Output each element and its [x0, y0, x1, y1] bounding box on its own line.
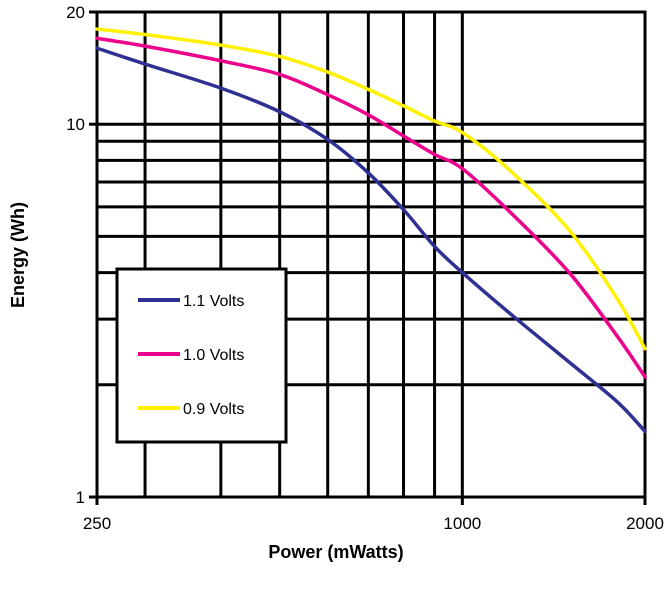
series-line-3	[95, 27, 647, 351]
x-tick-label: 1000	[443, 514, 481, 533]
legend-label-2: 1.0 Volts	[183, 347, 244, 364]
x-tick-label: 250	[83, 514, 111, 533]
series-line-1	[95, 46, 647, 434]
x-tick-label: 2000	[626, 514, 664, 533]
y-tick-label: 1	[76, 488, 85, 507]
y-axis-title: Energy (Wh)	[8, 202, 28, 308]
y-tick-label: 20	[66, 3, 85, 22]
tick-labels: 1 10 20 250 1000 2000	[66, 3, 664, 533]
legend-label-3: 0.9 Volts	[183, 401, 244, 418]
x-axis-title: Power (mWatts)	[268, 542, 403, 562]
plot-frame	[95, 10, 647, 499]
y-tick-label: 10	[66, 115, 85, 134]
legend-label-1: 1.1 Volts	[183, 293, 244, 310]
legend: 1.1 Volts 1.0 Volts 0.9 Volts	[115, 267, 288, 444]
series-lines	[95, 27, 647, 434]
series-line-2	[95, 36, 647, 379]
